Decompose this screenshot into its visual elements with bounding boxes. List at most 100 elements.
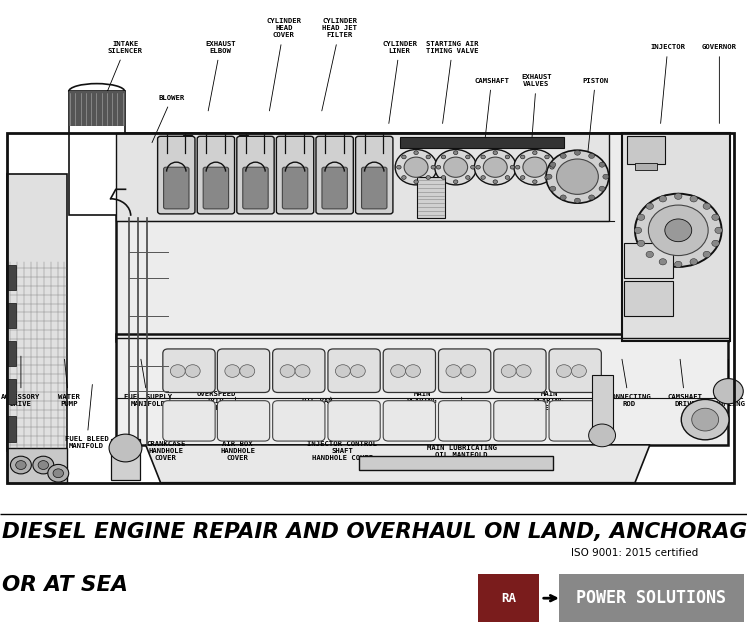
Circle shape [426,155,430,159]
Text: OIL PAN: OIL PAN [301,359,332,404]
Circle shape [557,159,598,194]
FancyBboxPatch shape [624,281,673,316]
Text: POWER SOLUTIONS: POWER SOLUTIONS [577,589,726,607]
Circle shape [441,175,446,179]
FancyBboxPatch shape [116,133,609,221]
Circle shape [414,151,418,155]
Circle shape [33,456,54,474]
FancyBboxPatch shape [400,137,564,148]
Circle shape [560,195,566,200]
Circle shape [431,165,436,169]
Circle shape [505,155,509,159]
FancyBboxPatch shape [125,167,164,215]
FancyBboxPatch shape [111,439,140,480]
FancyBboxPatch shape [622,133,730,341]
FancyBboxPatch shape [203,167,229,209]
Circle shape [635,194,722,267]
Circle shape [436,165,441,169]
FancyBboxPatch shape [362,167,387,209]
Text: RA: RA [501,592,516,604]
FancyBboxPatch shape [243,167,268,209]
FancyBboxPatch shape [69,91,125,215]
Circle shape [646,251,654,257]
FancyBboxPatch shape [183,135,192,143]
FancyBboxPatch shape [316,136,353,214]
FancyBboxPatch shape [383,349,436,392]
Circle shape [681,399,729,440]
Text: INTAKE
SILENCER: INTAKE SILENCER [96,41,143,117]
Text: CRANKCASE
HANDHOLE
COVER: CRANKCASE HANDHOLE COVER [146,397,185,461]
FancyBboxPatch shape [164,167,189,209]
FancyBboxPatch shape [559,574,744,622]
FancyBboxPatch shape [549,349,601,392]
FancyBboxPatch shape [438,349,491,392]
Text: ACCESSORY
DRIVE: ACCESSORY DRIVE [1,356,40,407]
Circle shape [560,153,566,158]
Circle shape [546,174,552,179]
Text: CAMSHAFT: CAMSHAFT [474,78,509,146]
Circle shape [550,165,554,169]
FancyBboxPatch shape [417,177,445,218]
FancyBboxPatch shape [356,136,393,214]
Circle shape [16,461,26,469]
FancyBboxPatch shape [478,574,539,622]
Circle shape [444,157,468,177]
Circle shape [474,150,516,185]
Circle shape [533,180,537,184]
Circle shape [692,408,719,431]
Circle shape [402,155,406,159]
Text: DIESEL ENGINE REPAIR AND OVERHAUL ON LAND, ANCHORAGE: DIESEL ENGINE REPAIR AND OVERHAUL ON LAN… [2,522,747,542]
Circle shape [637,214,645,220]
FancyBboxPatch shape [217,349,270,392]
Text: CONNECTING
ROD: CONNECTING ROD [607,359,651,407]
Text: STARTING AIR
TIMING VALVE: STARTING AIR TIMING VALVE [427,41,479,124]
Text: MAIN
BEARING
SEAT: MAIN BEARING SEAT [534,359,564,411]
FancyBboxPatch shape [217,401,270,441]
FancyBboxPatch shape [7,341,16,366]
Circle shape [501,365,516,377]
Circle shape [426,175,430,179]
Circle shape [646,203,654,209]
Text: MAIN LUBRICATING
OIL MANIFOLD: MAIN LUBRICATING OIL MANIFOLD [427,397,497,457]
Polygon shape [146,445,650,483]
FancyBboxPatch shape [624,243,673,278]
Circle shape [521,155,525,159]
Circle shape [634,227,642,233]
FancyBboxPatch shape [239,135,248,143]
Circle shape [391,365,406,377]
FancyBboxPatch shape [383,401,436,441]
FancyBboxPatch shape [7,379,16,404]
Circle shape [510,165,515,169]
Circle shape [493,151,498,155]
Circle shape [589,424,616,447]
Text: GOVERNOR: GOVERNOR [702,44,737,124]
Circle shape [571,365,586,377]
Text: INJECTOR CONTROL
SHAFT
HANDHOLE COVER: INJECTOR CONTROL SHAFT HANDHOLE COVER [307,397,377,461]
Text: OR AT SEA: OR AT SEA [2,575,128,596]
FancyBboxPatch shape [69,91,125,126]
Circle shape [38,461,49,469]
Circle shape [406,365,421,377]
Text: BLOWER: BLOWER [152,95,185,143]
Circle shape [659,259,666,265]
FancyBboxPatch shape [494,401,546,441]
Circle shape [453,151,458,155]
Text: CYLINDER
HEAD
COVER: CYLINDER HEAD COVER [267,18,301,111]
FancyBboxPatch shape [7,448,67,483]
Circle shape [703,203,710,209]
Text: CYLINDER
HEAD JET
FILTER: CYLINDER HEAD JET FILTER [322,18,357,111]
Circle shape [545,175,549,179]
Circle shape [481,155,486,159]
Circle shape [481,175,486,179]
Circle shape [483,157,507,177]
Circle shape [465,155,470,159]
Text: FUEL SUPPLY
MANIFOLD: FUEL SUPPLY MANIFOLD [124,359,172,407]
Circle shape [240,365,255,377]
Circle shape [476,165,480,169]
Circle shape [550,162,556,167]
FancyBboxPatch shape [328,349,380,392]
Circle shape [574,198,580,203]
Circle shape [603,174,609,179]
FancyBboxPatch shape [0,69,747,498]
FancyBboxPatch shape [237,136,274,214]
